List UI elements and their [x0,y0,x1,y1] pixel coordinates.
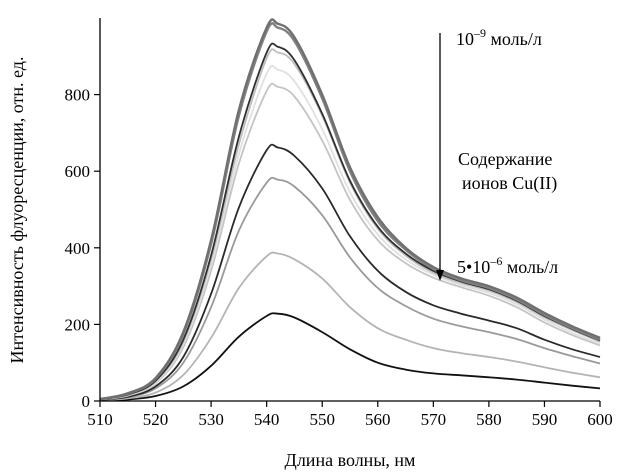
axes-layer [94,18,601,407]
x-tick-label: 580 [476,410,502,429]
content-label-line2: ионов Cu(II) [462,173,557,194]
series-line-8 [99,176,601,401]
y-axis-title: Интенсивность флуоресценции, отн. ед. [7,57,27,364]
x-tick-label: 510 [87,410,113,429]
series-layer [99,18,601,402]
x-axis-title: Длина волны, нм [285,450,416,470]
top-concentration-label: 10–9 моль/л [456,26,542,49]
y-tick-label: 600 [65,162,91,181]
x-tick-label: 590 [532,410,558,429]
series-line-9 [99,251,601,402]
trend-arrow-head [436,270,444,281]
series-line-6 [99,82,601,401]
series-line-5 [99,64,601,401]
series-line-2 [99,22,601,401]
series-line-10 [99,312,601,402]
y-tick-label: 0 [82,392,91,411]
y-tick-label: 800 [65,86,91,105]
y-tick-label: 200 [65,315,91,334]
x-tick-label: 520 [143,410,169,429]
series-line-3 [99,42,601,401]
x-tick-label: 550 [309,410,335,429]
x-tick-label: 530 [198,410,224,429]
y-tick-label: 400 [65,239,91,258]
x-tick-label: 560 [365,410,391,429]
series-line-7 [99,143,601,401]
tick-labels: 510 520 530 540 550 560 570 580 590 600 0 200 400 600… [65,86,613,429]
x-tick-label: 540 [254,410,280,429]
x-tick-label: 600 [587,410,613,429]
series-line-1 [99,18,601,401]
content-label-line1: Содержание [458,149,552,169]
bottom-concentration-label: 5•10–6 моль/л [457,254,558,277]
x-tick-label: 570 [421,410,447,429]
series-line-4 [99,48,601,401]
